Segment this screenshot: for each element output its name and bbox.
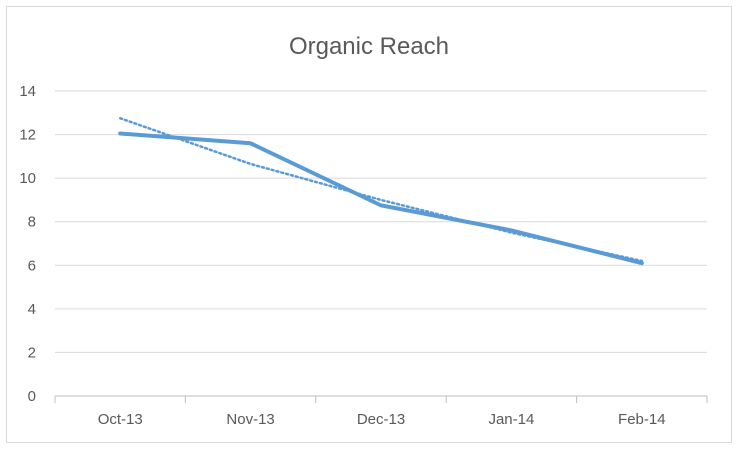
chart-frame xyxy=(6,6,732,443)
x-tick-label: Jan-14 xyxy=(488,411,534,428)
x-axis xyxy=(54,395,708,403)
y-tick-label: 8 xyxy=(28,214,36,231)
y-tick-label: 14 xyxy=(19,83,36,100)
y-axis-ticks: 0 2 4 6 8 10 12 14 xyxy=(19,83,36,405)
y-tick-label: 0 xyxy=(28,388,36,405)
x-tick-label: Dec-13 xyxy=(357,411,405,428)
x-tick-label: Oct-13 xyxy=(98,411,143,428)
chart-title: Organic Reach xyxy=(289,33,449,60)
y-tick-label: 12 xyxy=(19,127,36,144)
series-group xyxy=(118,131,644,266)
x-axis-ticks: Oct-13 Nov-13 Dec-13 Jan-14 Feb-14 xyxy=(98,411,666,428)
y-tick-label: 10 xyxy=(19,170,36,187)
y-tick-label: 6 xyxy=(28,257,36,274)
y-tick-label: 4 xyxy=(28,301,36,318)
y-tick-label: 2 xyxy=(28,344,36,361)
x-tick-label: Nov-13 xyxy=(226,411,274,428)
x-tick-label: Feb-14 xyxy=(618,411,666,428)
series-line xyxy=(118,131,644,266)
gridlines xyxy=(55,90,707,353)
